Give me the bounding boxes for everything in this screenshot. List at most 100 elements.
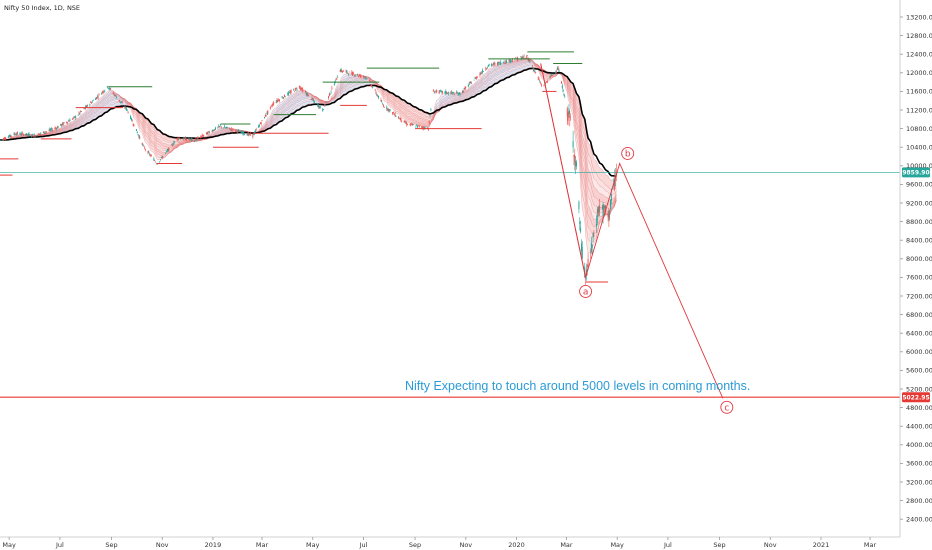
ribbon-segment [343, 82, 347, 85]
ribbon-segment [487, 81, 489, 85]
ribbon-segment [384, 94, 387, 98]
ribbon-segment [392, 104, 394, 108]
ribbon-segment [349, 87, 352, 91]
ribbon-segment [154, 151, 156, 157]
ribbon-segment [139, 119, 143, 125]
ribbon-segment [489, 69, 492, 72]
ribbon-segment [489, 75, 492, 78]
ribbon-segment [155, 153, 157, 158]
ribbon-segment [400, 115, 402, 118]
ribbon-segment [489, 67, 492, 71]
ribbon-segment [271, 111, 272, 116]
ribbon-segment [165, 146, 167, 149]
ribbon-segment [144, 130, 146, 136]
ribbon-segment [163, 145, 166, 149]
ribbon-segment [98, 109, 102, 112]
ribbon-segment [98, 110, 102, 114]
ribbon-segment [98, 102, 102, 105]
ribbon-segment [273, 120, 277, 123]
ribbon-segment [108, 98, 110, 101]
ribbon-segment [107, 103, 109, 107]
ribbon-segment [143, 129, 144, 135]
ribbon-segment [395, 99, 399, 103]
ribbon-segment [150, 128, 152, 133]
ribbon-segment [267, 115, 271, 120]
ribbon-segment [428, 114, 430, 118]
ribbon-segment [316, 100, 318, 104]
ribbon-segment [163, 140, 166, 144]
ribbon-segment [102, 109, 104, 112]
ribbon-segment [287, 107, 289, 111]
ribbon-segment [168, 147, 172, 150]
ribbon-segment [406, 116, 408, 120]
ribbon-segment [417, 109, 419, 113]
ribbon-segment [107, 100, 109, 103]
ribbon-segment [116, 99, 119, 102]
ribbon-segment [314, 100, 317, 104]
ribbon-segment [150, 138, 152, 143]
ribbon-segment [477, 79, 480, 82]
ribbon-segment [487, 79, 489, 83]
ribbon-segment [389, 98, 391, 102]
ribbon-segment [393, 105, 395, 109]
ribbon-segment [168, 137, 172, 142]
ribbon-segment [384, 96, 387, 100]
ribbon-segment [273, 117, 277, 121]
ribbon-segment [294, 99, 296, 102]
ribbon-segment [296, 95, 300, 98]
ribbon-segment [87, 116, 90, 119]
ribbon-segment [422, 111, 424, 115]
ribbon-segment [97, 111, 99, 114]
ribbon-segment [413, 119, 416, 122]
ribbon-segment [296, 106, 297, 110]
ribbon-segment [98, 103, 102, 106]
ribbon-segment [154, 148, 156, 154]
ribbon-segment [337, 84, 341, 89]
ribbon-segment [407, 106, 411, 109]
ribbon-segment [122, 102, 125, 106]
ribbon-segment [155, 137, 157, 143]
ribbon-segment [395, 105, 399, 109]
ribbon-segment [133, 110, 137, 114]
ribbon-segment [165, 141, 167, 145]
ribbon-segment [390, 98, 393, 101]
ribbon-segment [279, 110, 282, 114]
ribbon-segment [113, 103, 114, 108]
ribbon-segment [155, 145, 157, 150]
ribbon-segment [512, 70, 515, 74]
ribbon-segment [145, 122, 149, 127]
ribbon-segment [306, 96, 308, 99]
ribbon-segment [404, 115, 406, 119]
ribbon-segment [293, 98, 295, 101]
ribbon-segment [93, 113, 96, 116]
ribbon-segment [378, 89, 381, 94]
ribbon-segment [395, 107, 399, 111]
ribbon-segment [514, 70, 516, 74]
ribbon-segment [308, 99, 312, 102]
ribbon-segment [288, 108, 290, 112]
ribbon-segment [93, 102, 96, 106]
ribbon-segment [346, 77, 347, 81]
ribbon-segment [276, 106, 277, 110]
ribbon-segment [291, 93, 294, 96]
ribbon-segment [98, 99, 102, 102]
ribbon-segment [441, 101, 443, 105]
ribbon-segment [343, 83, 347, 86]
ribbon-segment [157, 143, 160, 148]
ribbon-segment [489, 73, 492, 77]
ribbon-segment [156, 152, 158, 157]
ribbon-segment [133, 111, 137, 116]
ribbon-segment [483, 76, 486, 79]
ribbon-segment [168, 142, 172, 146]
ribbon-segment [98, 100, 102, 104]
ribbon-segment [521, 67, 523, 71]
ribbon-segment [392, 102, 394, 106]
ribbon-segment [149, 141, 151, 147]
ribbon-segment [387, 101, 389, 106]
ribbon-segment [400, 104, 401, 107]
ribbon-segment [115, 102, 117, 106]
ribbon-segment [363, 82, 365, 86]
ribbon-segment [93, 114, 96, 118]
ribbon-segment [400, 112, 401, 116]
